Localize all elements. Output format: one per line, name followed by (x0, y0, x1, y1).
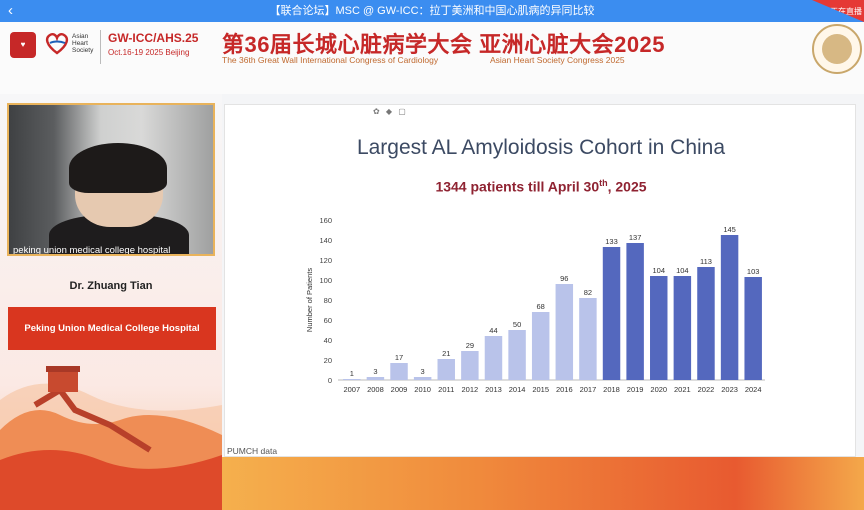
y-tick-label: 0 (328, 376, 332, 385)
ahs-label: Asian Heart Society (72, 33, 94, 54)
congress-title-cn: 第36届长城心脏病学大会 亚洲心脏大会2025 (222, 32, 666, 57)
bar (413, 377, 432, 380)
bar (626, 243, 644, 380)
video-caption: peking union medical college hospital (13, 245, 171, 256)
bar-value-label: 17 (395, 353, 403, 362)
bar-value-label: 103 (747, 267, 760, 276)
presentation-slide: ✿ ◆ ▢ Largest AL Amyloidosis Cohort in C… (224, 104, 856, 457)
x-tick-label: 2018 (603, 385, 620, 394)
bar (602, 247, 621, 380)
data-source-note: PUMCH data (227, 446, 278, 456)
bar (508, 330, 526, 380)
y-tick-label: 60 (324, 316, 332, 325)
bar-value-label: 68 (537, 302, 545, 311)
x-tick-label: 2007 (343, 385, 360, 394)
x-tick-label: 2014 (509, 385, 526, 394)
speaker-name: Dr. Zhuang Tian (69, 280, 153, 292)
x-tick-label: 2008 (367, 385, 384, 394)
bar-value-label: 29 (466, 341, 474, 350)
ahs-congress-title-en: Asian Heart Society Congress 2025 (490, 55, 625, 65)
bar-value-label: 104 (676, 266, 689, 275)
bar-value-label: 3 (421, 367, 425, 376)
bar-value-label: 113 (700, 257, 712, 266)
x-tick-label: 2019 (627, 385, 644, 394)
bar-value-label: 145 (723, 225, 736, 234)
bar (650, 276, 668, 380)
speaker-video[interactable]: peking union medical college hospital (7, 103, 215, 256)
bar-value-label: 96 (560, 274, 568, 283)
x-tick-label: 2017 (580, 385, 597, 394)
bar (555, 284, 574, 380)
bar (744, 277, 762, 380)
top-bar: ‹ 【联合论坛】MSC @ GW-ICC：拉丁美洲和中国心肌病的异同比较 正在直… (0, 0, 864, 22)
bar (461, 351, 479, 380)
bar (390, 363, 408, 380)
bar (697, 267, 715, 380)
slide-subtitle-end: , 2025 (607, 178, 647, 195)
bar-value-label: 21 (442, 349, 450, 358)
gwicc-label: GW-ICC/AHS.25 (108, 31, 199, 45)
cohort-bar-chart: 0 20 40 60 80 100 120 140 160 Number of Patients 1… (305, 216, 765, 394)
bar (673, 276, 692, 380)
seal-center (822, 34, 852, 64)
y-tick-label: 120 (319, 256, 332, 265)
slide-subtitle-main: 1344 patients till April 30 (435, 178, 600, 195)
great-wall-decoration-icon (0, 366, 222, 510)
bar-value-label: 3 (373, 367, 377, 376)
y-axis-label: Number of Patients (305, 268, 314, 332)
header-divider (100, 30, 101, 64)
x-tick-label: 2016 (556, 385, 573, 394)
x-tick-label: 2013 (485, 385, 502, 394)
bottom-decoration (222, 457, 864, 510)
slide-title: Largest AL Amyloidosis Cohort in China (356, 136, 726, 159)
bar (437, 359, 455, 380)
society-seal-icon (812, 24, 862, 74)
speaker-affiliation: Peking Union Medical College Hospital (8, 307, 216, 350)
bar-value-label: 104 (652, 266, 665, 275)
bar-value-label: 1 (350, 369, 354, 378)
x-tick-label: 2023 (721, 385, 738, 394)
bar-value-label: 44 (489, 326, 497, 335)
speaker-hair (69, 143, 167, 193)
y-tick-label: 80 (324, 296, 332, 305)
bar-value-label: 137 (629, 233, 642, 242)
back-icon[interactable]: ‹ (8, 2, 13, 19)
x-tick-label: 2020 (650, 385, 667, 394)
bar (484, 336, 503, 380)
bar (579, 298, 597, 380)
slide-subtitle: 1344 patients till April 30th, 2025 (225, 178, 857, 195)
x-tick-label: 2010 (414, 385, 431, 394)
y-tick-label: 140 (319, 236, 332, 245)
bar (531, 312, 550, 380)
slide-subtitle-suffix: th (599, 178, 608, 188)
x-tick-label: 2024 (745, 385, 762, 394)
x-tick-label: 2011 (438, 385, 454, 394)
congress-header (0, 22, 864, 94)
bar-value-label: 50 (513, 320, 521, 329)
bar (366, 377, 385, 380)
congress-date: Oct.16-19 2025 Beijing (108, 48, 190, 57)
x-tick-label: 2015 (532, 385, 549, 394)
great-wall-logo-icon: ♥ (10, 32, 36, 58)
y-tick-label: 100 (319, 276, 332, 285)
x-tick-label: 2021 (674, 385, 691, 394)
y-tick-label: 160 (319, 216, 332, 225)
bar (720, 235, 739, 380)
x-tick-label: 2012 (462, 385, 479, 394)
slide-toolbar-icons: ✿ ◆ ▢ (373, 107, 408, 116)
bar (343, 379, 361, 380)
congress-title-en: The 36th Great Wall International Congre… (222, 55, 439, 65)
y-tick-label: 40 (324, 336, 332, 345)
x-tick-label: 2009 (391, 385, 408, 394)
bar-value-label: 82 (584, 288, 592, 297)
asian-heart-society-logo-icon (45, 33, 69, 55)
live-badge-label: 正在直播 (830, 7, 862, 16)
y-tick-label: 20 (324, 356, 332, 365)
stream-title: 【联合论坛】MSC @ GW-ICC：拉丁美洲和中国心肌病的异同比较 (269, 5, 595, 17)
x-tick-label: 2022 (698, 385, 715, 394)
bar-value-label: 133 (605, 237, 618, 246)
